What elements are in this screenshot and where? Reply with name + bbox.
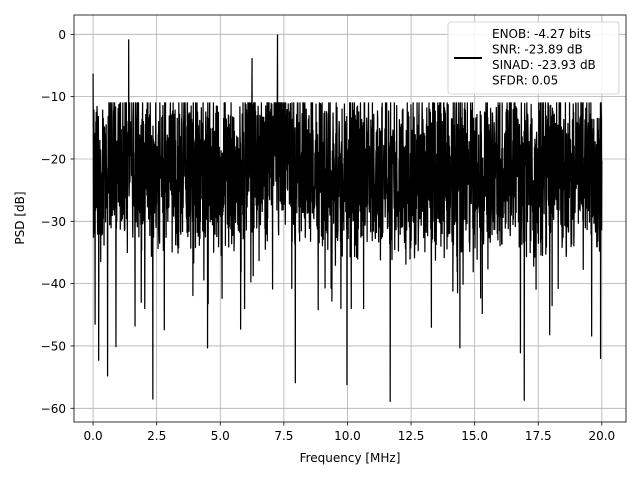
y-tick-label: −20 — [41, 152, 66, 166]
y-tick-label: −10 — [41, 90, 66, 104]
x-tick-label: 2.5 — [147, 429, 166, 443]
x-tick-label: 10.0 — [334, 429, 361, 443]
x-tick-label: 0.0 — [84, 429, 103, 443]
x-axis-label: Frequency [MHz] — [300, 451, 401, 465]
y-tick-label: −60 — [41, 402, 66, 416]
legend: ENOB: -4.27 bits SNR: -23.89 dB SINAD: -23… — [447, 21, 620, 95]
x-tick-label: 20.0 — [588, 429, 615, 443]
x-tick-label: 7.5 — [274, 429, 293, 443]
legend-entry: ENOB: -4.27 bits SNR: -23.89 dB SINAD: -23… — [492, 27, 596, 88]
y-tick-label: 0 — [58, 28, 66, 42]
y-tick-label: −30 — [41, 215, 66, 229]
x-tick-label: 15.0 — [461, 429, 488, 443]
x-axis-ticks: 0.0 2.5 5.0 7.5 10.0 12.5 15.0 17.5 20.0 — [84, 422, 615, 443]
y-tick-label: −40 — [41, 277, 66, 291]
plot-frame — [73, 14, 627, 423]
legend-box — [447, 21, 620, 95]
y-axis-label: PSD [dB] — [13, 191, 27, 244]
x-tick-label: 12.5 — [398, 429, 425, 443]
y-axis-ticks: 0 −10 −20 −30 −40 −50 −60 — [41, 28, 74, 416]
y-tick-label: −50 — [41, 339, 66, 353]
x-tick-label: 17.5 — [525, 429, 552, 443]
psd-line — [92, 34, 603, 403]
x-tick-label: 5.0 — [211, 429, 230, 443]
series-trace — [92, 34, 603, 403]
